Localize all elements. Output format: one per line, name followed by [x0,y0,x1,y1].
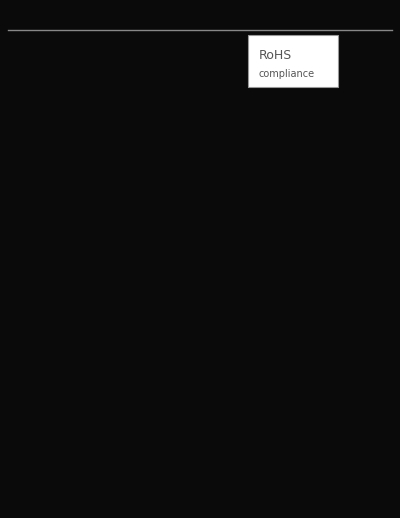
FancyBboxPatch shape [248,35,338,87]
Text: RoHS: RoHS [259,49,292,62]
Text: compliance: compliance [259,69,315,79]
